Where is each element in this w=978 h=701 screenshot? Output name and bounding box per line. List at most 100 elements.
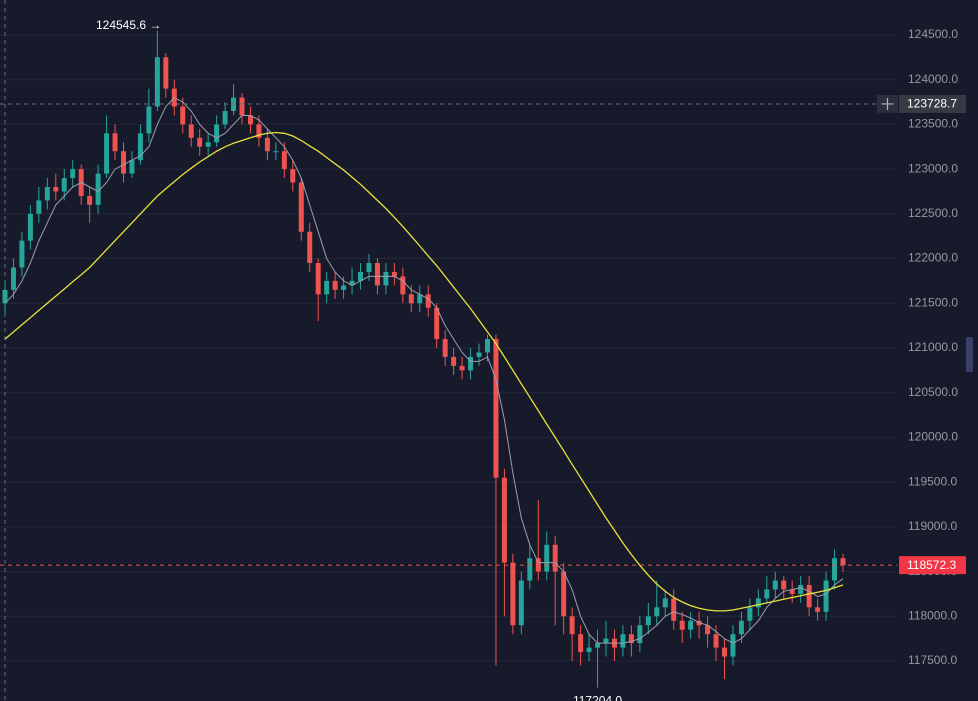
candle-body	[315, 263, 321, 295]
candle-body	[518, 580, 524, 626]
candle-body	[459, 365, 465, 371]
y-tick-label: 118000.0	[908, 608, 957, 622]
candle-body	[425, 294, 431, 308]
candle-body	[806, 585, 812, 608]
candle-body	[146, 106, 152, 134]
candle-body	[222, 110, 228, 125]
candle-body	[87, 195, 93, 205]
candle-body	[738, 620, 744, 635]
last-price-box	[899, 556, 966, 575]
y-tick-label: 124000.0	[908, 72, 958, 86]
candle-body	[349, 280, 355, 286]
candle-body	[645, 616, 651, 626]
candle-body	[578, 634, 584, 653]
candle-body	[264, 137, 270, 152]
y-tick-label: 123500.0	[908, 117, 958, 131]
candle-body	[205, 142, 211, 147]
candle-body	[781, 580, 787, 590]
candle-body	[180, 106, 186, 125]
candle-body	[755, 598, 761, 608]
candle-body	[451, 356, 457, 366]
last-price-label: 118572.3	[907, 558, 956, 572]
crosshair-plus-icon	[881, 97, 894, 110]
candle-body	[70, 169, 76, 179]
candle-body	[654, 607, 660, 617]
y-tick-label: 120500.0	[908, 385, 958, 399]
candle-body	[620, 634, 626, 648]
candle-body	[383, 271, 389, 286]
candle-body	[493, 339, 499, 478]
y-tick-label: 122000.0	[908, 251, 958, 265]
candle-body	[61, 178, 67, 192]
candle-body	[10, 267, 16, 290]
candle-body	[36, 200, 42, 214]
side-tab[interactable]	[966, 337, 973, 372]
moving-average	[4, 96, 844, 644]
candle-body	[603, 638, 609, 644]
candle-body	[721, 647, 727, 657]
candle-body	[374, 263, 380, 286]
y-tick-label: 122500.0	[908, 206, 958, 220]
candle-body	[662, 598, 668, 608]
candle-body	[19, 240, 25, 268]
candle-body	[510, 562, 516, 626]
candle-body	[44, 187, 50, 201]
y-tick-label: 124500.0	[908, 27, 958, 41]
y-tick-label: 117500.0	[908, 653, 957, 667]
high-marker-label: 124545.6 →	[96, 18, 161, 32]
candle-body	[747, 607, 753, 621]
plot: 124545.6 → 117204.0	[0, 18, 897, 701]
candle-body	[527, 558, 533, 581]
candle-body	[358, 271, 364, 281]
candle-body	[417, 294, 423, 304]
candle-body	[501, 477, 507, 563]
candle-body	[408, 294, 414, 304]
y-tick-label: 121500.0	[908, 295, 958, 309]
candle-body	[281, 151, 287, 170]
candle-body	[256, 124, 262, 138]
candle-body	[247, 115, 253, 125]
candle-body	[442, 339, 448, 357]
candle-body	[95, 173, 101, 205]
candle-body	[366, 263, 372, 272]
candle-body	[730, 634, 736, 657]
crosshair-label: 123728.7	[907, 97, 957, 111]
crosshair-label-box	[899, 94, 966, 113]
candle-body	[341, 285, 347, 290]
candle-body	[104, 133, 110, 174]
candle-body	[569, 616, 575, 635]
price-axis: 117500.0118000.0118500.0119000.0119500.0…	[877, 27, 966, 667]
candle-body	[840, 558, 846, 566]
y-tick-label: 120000.0	[908, 430, 958, 444]
candle-body	[713, 634, 719, 648]
y-tick-label: 119500.0	[908, 474, 957, 488]
candle-body	[789, 589, 795, 594]
candle-body	[332, 280, 338, 290]
candle-body	[476, 352, 482, 357]
candle-body	[705, 625, 711, 635]
candle-body	[688, 620, 694, 630]
candle-body	[214, 124, 220, 143]
candle-body	[273, 151, 279, 153]
candle-body	[137, 133, 143, 161]
candle-body	[815, 607, 821, 612]
candle-body	[764, 589, 770, 599]
candle-body	[188, 124, 194, 138]
candle-body	[595, 643, 601, 648]
candle-body	[544, 544, 550, 572]
candle-body	[679, 620, 685, 630]
candle-body	[197, 137, 203, 147]
candle-body	[823, 580, 829, 612]
candle-body	[552, 544, 558, 572]
candle-body	[561, 571, 567, 617]
candle-body	[832, 558, 838, 581]
candle-body	[798, 585, 804, 594]
candle-body	[307, 231, 313, 264]
low-marker-label: 117204.0	[573, 694, 622, 701]
candle-body	[586, 647, 592, 653]
candle-body	[772, 580, 778, 590]
grid	[0, 34, 897, 662]
y-tick-label: 119000.0	[908, 519, 957, 533]
candle-body	[298, 182, 304, 232]
